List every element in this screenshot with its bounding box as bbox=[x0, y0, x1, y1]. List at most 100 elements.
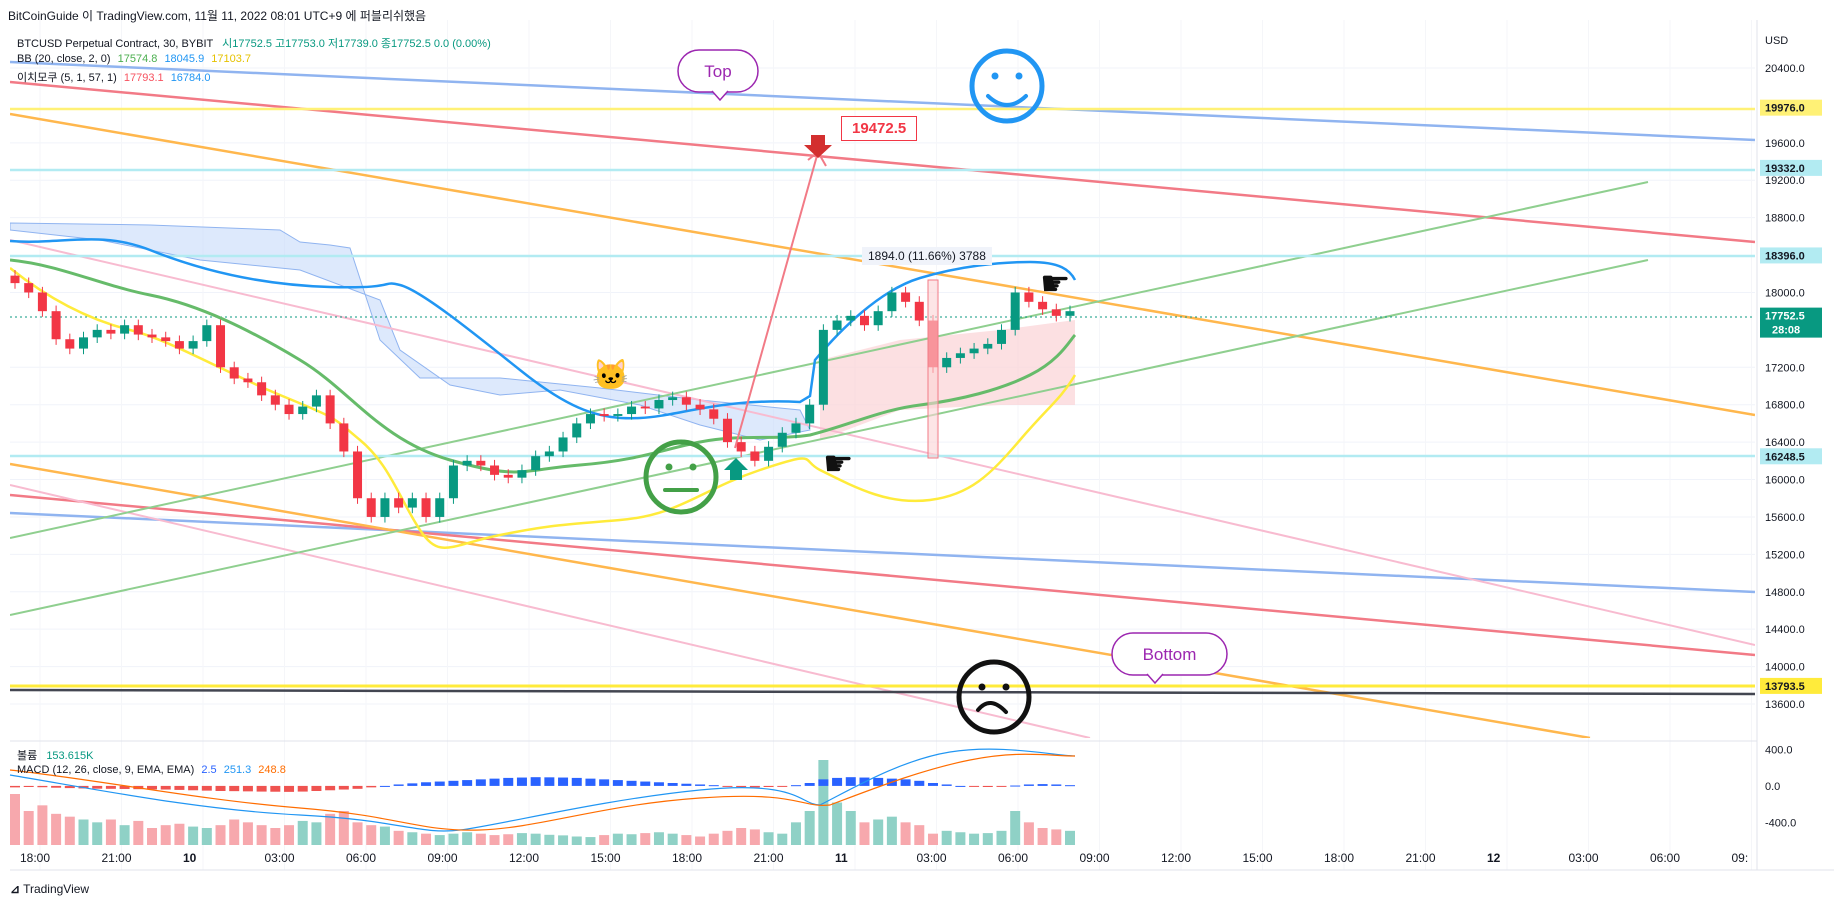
macd-hist-bar bbox=[448, 780, 459, 786]
price-tag: 18396.0 bbox=[1760, 247, 1822, 264]
y-axis[interactable]: 20400.0 19600.0 19200.0 18800.0 18000.0 17200… bbox=[10, 20, 1834, 871]
volume-bar bbox=[393, 830, 404, 845]
macd-tick-label: -400.0 bbox=[1765, 817, 1796, 829]
volume-bar bbox=[270, 828, 281, 845]
candle-body bbox=[942, 357, 952, 368]
candle-body bbox=[503, 474, 513, 478]
volume-bar bbox=[1023, 822, 1034, 845]
volume-bar bbox=[599, 835, 610, 845]
macd-hist-bar bbox=[393, 784, 404, 786]
legend-row-symbol[interactable]: BTCUSD Perpetual Contract, 30, BYBIT 시17… bbox=[17, 35, 491, 51]
macd-hist-bar bbox=[366, 785, 377, 788]
macd-hist-bar bbox=[174, 785, 185, 790]
candle-body bbox=[311, 395, 321, 407]
face-outline bbox=[969, 48, 1045, 124]
x-tick-label: 10 bbox=[183, 851, 197, 865]
candle-body bbox=[846, 315, 856, 321]
price-tag-label: 19332.0 bbox=[1765, 163, 1805, 175]
macd-legend[interactable]: MACD (12, 26, close, 9, EMA, EMA) 2.5 25… bbox=[17, 764, 286, 776]
macd-hist-bar bbox=[1023, 784, 1034, 786]
macd-hist-bar bbox=[736, 785, 747, 787]
candle-body bbox=[640, 406, 650, 409]
volume-bar bbox=[325, 813, 336, 845]
macd-hist-bar bbox=[982, 785, 993, 787]
candle-body bbox=[832, 320, 842, 330]
volume-bar bbox=[462, 832, 473, 845]
last-price-tag: 17752.5 28:08 bbox=[1760, 307, 1822, 338]
candle-body bbox=[914, 301, 924, 321]
macd-hist-bar bbox=[763, 785, 774, 787]
volume-bar bbox=[640, 833, 651, 845]
x-tick-label: 15:00 bbox=[591, 851, 621, 865]
candle-body bbox=[1051, 309, 1061, 316]
y-tick-label: 18000.0 bbox=[1765, 287, 1805, 299]
macd-hist-bar bbox=[119, 785, 130, 789]
candle-body bbox=[709, 409, 719, 419]
macd-hist-bar bbox=[256, 785, 267, 792]
footer-brand[interactable]: ⊿ TradingView bbox=[10, 882, 90, 896]
callout-label: Top bbox=[704, 62, 731, 81]
volume-bar bbox=[489, 835, 500, 845]
price-tag-bg bbox=[1760, 99, 1822, 116]
volume-bar bbox=[64, 816, 75, 845]
macd-hist-bar bbox=[1065, 785, 1075, 787]
volume-bar bbox=[777, 833, 788, 845]
volume-bar bbox=[147, 828, 158, 845]
price-tag-bg bbox=[1760, 677, 1822, 694]
legend-row-bb[interactable]: BB (20, close, 2, 0) 17574.8 18045.9 171… bbox=[17, 53, 251, 65]
legend-row-ichimoku[interactable]: 이치모쿠 (5, 1, 57, 1) 17793.1 16784.0 bbox=[17, 69, 210, 85]
face-eye bbox=[991, 72, 999, 80]
macd-hist-bar bbox=[489, 778, 500, 786]
candle-body bbox=[79, 337, 89, 349]
volume-bar bbox=[92, 822, 103, 845]
legend-bb-upper: 18045.9 bbox=[164, 53, 205, 65]
macd-hist-bar bbox=[544, 777, 555, 786]
red-channel-bottom bbox=[10, 493, 1755, 657]
volume-bar bbox=[544, 834, 555, 845]
macd-hist-bar bbox=[790, 785, 801, 787]
macd-hist-bar bbox=[270, 785, 281, 792]
volume-bar bbox=[1051, 829, 1062, 845]
y-tick-label: 19200.0 bbox=[1765, 175, 1805, 187]
candle-body bbox=[695, 404, 705, 410]
callout-tail bbox=[711, 90, 729, 102]
y-tick-label: 14000.0 bbox=[1765, 662, 1805, 674]
price-tag-bg bbox=[1760, 159, 1822, 176]
x-tick-label: 12:00 bbox=[1161, 851, 1191, 865]
macd-hist-bar bbox=[653, 782, 664, 786]
callout-shape bbox=[1111, 632, 1228, 676]
macd-hist-bar bbox=[37, 785, 48, 788]
macd-hist-bar bbox=[900, 779, 911, 786]
volume-bar bbox=[284, 825, 295, 845]
orange-channel-bottom bbox=[10, 462, 1591, 738]
volume-bar bbox=[311, 822, 322, 845]
volume-bar bbox=[886, 816, 897, 845]
target-arrow-line bbox=[734, 151, 819, 449]
volume-bar bbox=[763, 832, 774, 845]
candle-body bbox=[394, 498, 404, 508]
volume-bar bbox=[448, 833, 459, 845]
y-tick-label: 16000.0 bbox=[1765, 475, 1805, 487]
volume-bar bbox=[558, 835, 569, 845]
macd-hist-bar bbox=[667, 783, 678, 786]
candle-body bbox=[476, 460, 486, 466]
volume-legend[interactable]: 볼륨 153.615K bbox=[17, 747, 93, 763]
volume-bar bbox=[969, 833, 980, 845]
x-axis[interactable]: 18:00 21:00 10 03:00 06:00 09:00 12:00 15:00 18:… bbox=[20, 851, 1748, 865]
volume-bar bbox=[667, 833, 678, 845]
macd-hist-bar bbox=[421, 782, 432, 786]
volume-bar bbox=[242, 822, 253, 845]
candle-body bbox=[1065, 311, 1075, 316]
y-tick-label: 16400.0 bbox=[1765, 437, 1805, 449]
macd-tick-label: 400.0 bbox=[1765, 745, 1793, 757]
last-price-value: 17752.5 bbox=[1765, 311, 1805, 323]
face-outline bbox=[643, 439, 719, 515]
x-tick-label: 03:00 bbox=[1569, 851, 1599, 865]
candle-body bbox=[1038, 301, 1048, 310]
x-tick-label: 15:00 bbox=[1243, 851, 1273, 865]
volume-bar bbox=[51, 813, 62, 845]
macd-hist-bar bbox=[284, 785, 295, 792]
x-tick-label: 06:00 bbox=[998, 851, 1028, 865]
candle-body bbox=[92, 329, 102, 338]
